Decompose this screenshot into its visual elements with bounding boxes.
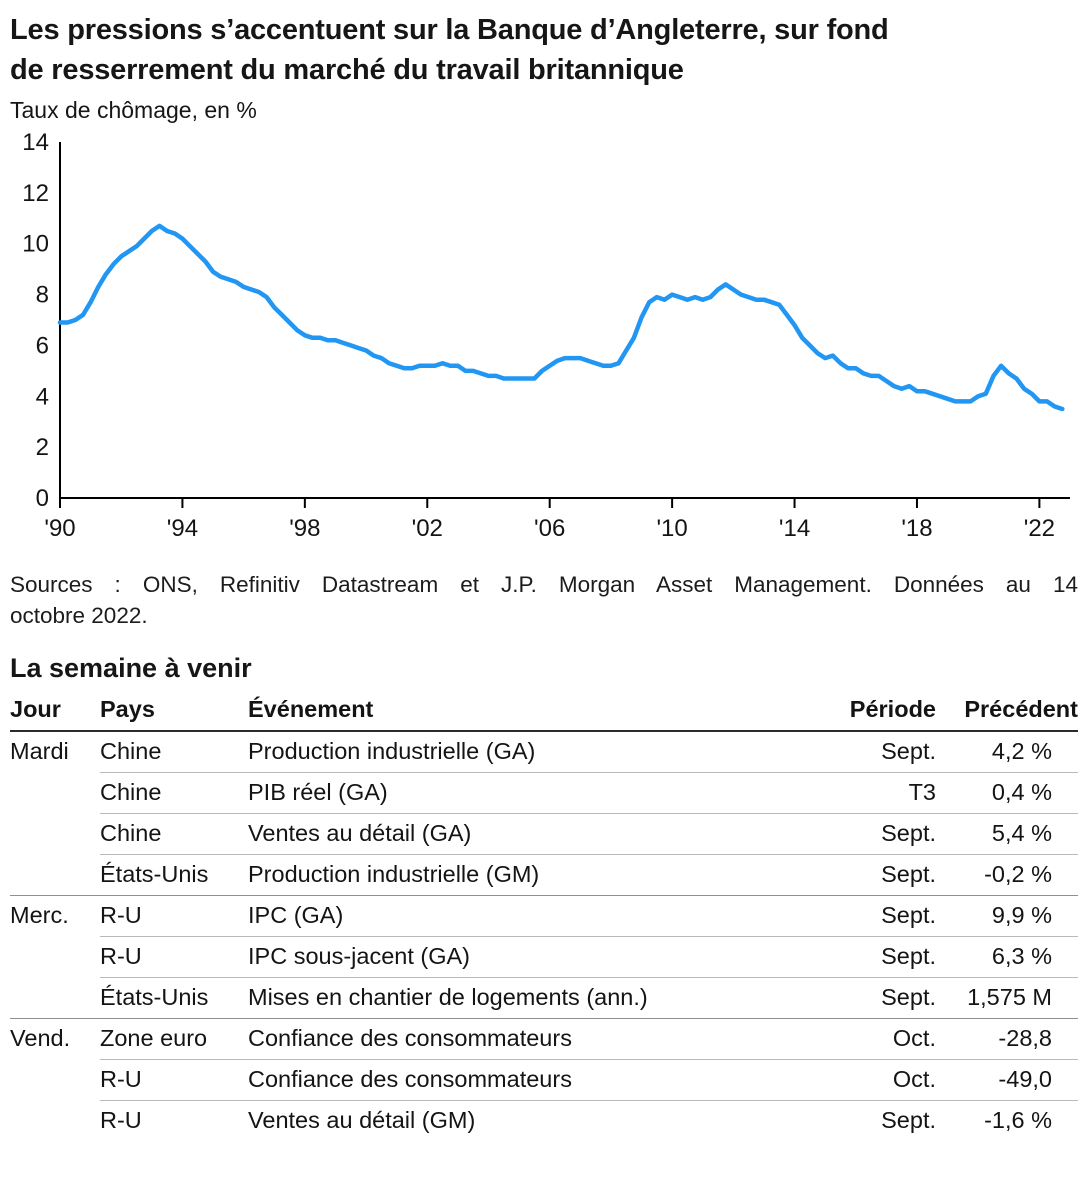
section-title-week-ahead: La semaine à venir: [10, 653, 252, 684]
cell-jour: [10, 814, 100, 855]
cell-pays: Chine: [100, 738, 162, 765]
cell-pays: R-U: [100, 936, 248, 978]
column-header-precedent: Précédent: [936, 692, 1078, 733]
cell-precedent: -1,6 %: [936, 1100, 1078, 1142]
table-row: R-U IPC sous-jacent (GA) Sept. 6,3 %: [10, 936, 1078, 978]
y-tick-label: 10: [22, 231, 49, 258]
y-tick-label: 6: [36, 332, 49, 359]
cell-precedent: -49,0: [936, 1059, 1078, 1101]
table-row: R-U Ventes au détail (GM) Sept. -1,6 %: [10, 1100, 1078, 1142]
y-tick-label: 2: [36, 434, 49, 461]
unemployment-line: [57, 223, 1065, 412]
cell-jour: Merc.: [10, 895, 100, 937]
cell-jour: [10, 978, 100, 1019]
cell-evenement: Ventes au détail (GM): [248, 1100, 824, 1142]
y-tick-label: 12: [22, 180, 49, 207]
cell-evenement: IPC sous-jacent (GA): [248, 936, 824, 978]
cell-precedent: -0,2 %: [936, 854, 1078, 896]
cell-evenement: Confiance des consommateurs: [248, 1059, 824, 1101]
chart-title-line-1: Les pressions s’accentuent sur la Banque…: [10, 14, 889, 46]
column-header-jour: Jour: [10, 692, 100, 733]
chart-subtitle: Taux de chômage, en %: [10, 97, 257, 124]
table-row: Merc. R-U IPC (GA) Sept. 9,9 %: [10, 895, 1078, 937]
cell-pays: R-U: [100, 1059, 248, 1101]
x-tick-label: '06: [534, 515, 565, 542]
cell-precedent: 6,3 %: [936, 936, 1078, 978]
cell-precedent: -28,8: [936, 1018, 1078, 1060]
cell-periode: Sept.: [824, 854, 936, 896]
sources-note: Sources : ONS, Refinitiv Datastream et J…: [10, 569, 1078, 631]
cell-pays: États-Unis: [100, 854, 248, 896]
table-row: Mardi Chine Production industrielle (GA) Se…: [10, 731, 1078, 773]
cell-periode: Sept.: [824, 813, 936, 855]
cell-evenement: Production industrielle (GA): [248, 738, 536, 765]
cell-pays: R-U: [100, 1100, 248, 1142]
cell-jour: [10, 1101, 100, 1142]
cell-precedent: 4,2 %: [991, 738, 1052, 765]
cell-jour: [10, 1060, 100, 1101]
cell-jour: [10, 937, 100, 978]
table-row: R-U Confiance des consommateurs Oct. -49,0: [10, 1059, 1078, 1101]
sources-line-1: Sources : ONS, Refinitiv Datastream et J…: [10, 572, 1078, 598]
column-header-evenement: Événement: [248, 692, 824, 733]
table-row: Chine PIB réel (GA) T3 0,4 %: [10, 772, 1078, 814]
table-row: États-Unis Production industrielle (GM) Se…: [10, 854, 1078, 896]
y-tick-label: 14: [22, 130, 49, 156]
sources-line-2: octobre 2022.: [10, 603, 148, 629]
table-row: Vend. Zone euro Confiance des consommateur…: [10, 1018, 1078, 1060]
chart-area: 0 2 4 6 8 10 12 14 '90 '94 '98 '02 '06 '10 '14 '18 '22: [10, 129, 1078, 555]
y-tick-label: 8: [36, 282, 49, 309]
cell-precedent: 9,9 %: [936, 895, 1078, 937]
column-header-periode: Période: [824, 692, 936, 733]
cell-jour: [10, 855, 100, 896]
cell-periode: Sept.: [881, 738, 936, 765]
x-tick-label: '18: [901, 515, 932, 542]
cell-jour: Mardi: [10, 738, 69, 765]
cell-pays: R-U: [100, 895, 248, 937]
cell-evenement: Confiance des consommateurs: [248, 1018, 824, 1060]
cell-periode: Sept.: [824, 936, 936, 978]
cell-pays: États-Unis: [100, 977, 248, 1019]
cell-precedent: 0,4 %: [936, 772, 1078, 814]
cell-periode: Sept.: [824, 1100, 936, 1142]
cell-pays: Chine: [100, 772, 248, 814]
y-tick-label: 4: [36, 383, 49, 410]
chart-title-line-2: de resserrement du marché du travail bri…: [10, 54, 684, 87]
column-header-pays: Pays: [100, 692, 248, 733]
x-tick-label: '14: [779, 515, 810, 542]
x-tick-label: '98: [289, 515, 320, 542]
table-row: Chine Ventes au détail (GA) Sept. 5,4 %: [10, 813, 1078, 855]
cell-jour: Vend.: [10, 1018, 100, 1060]
cell-evenement: PIB réel (GA): [248, 772, 824, 814]
week-ahead-table-body: Mardi Chine Production industrielle (GA) Se…: [10, 731, 1078, 1142]
cell-pays: Chine: [100, 813, 248, 855]
cell-evenement: Ventes au détail (GA): [248, 813, 824, 855]
chart-title: Les pressions s’accentuent sur la Banque…: [10, 10, 1078, 90]
cell-evenement: Production industrielle (GM): [248, 854, 824, 896]
table-header-row: Jour Pays Événement Période Précédent: [10, 692, 1078, 733]
y-tick-label: 0: [36, 485, 49, 512]
x-tick-label: '02: [412, 515, 443, 542]
cell-precedent: 5,4 %: [936, 813, 1078, 855]
cell-periode: Sept.: [824, 895, 936, 937]
week-ahead-table: Jour Pays Événement Période Précédent Mardi C…: [10, 692, 1078, 1142]
cell-pays: Zone euro: [100, 1018, 248, 1060]
cell-evenement: Mises en chantier de logements (ann.): [248, 977, 824, 1019]
unemployment-chart: 0 2 4 6 8 10 12 14 '90 '94 '98 '02 '06 '10 '14 '18 '22: [22, 129, 1070, 542]
cell-precedent: 1,575 M: [936, 977, 1078, 1019]
cell-periode: T3: [824, 772, 936, 814]
cell-periode: Sept.: [824, 977, 936, 1019]
x-tick-label: '22: [1024, 515, 1055, 542]
cell-jour: [10, 773, 100, 814]
x-tick-label: '90: [44, 515, 75, 542]
cell-periode: Oct.: [824, 1018, 936, 1060]
table-row: États-Unis Mises en chantier de logements…: [10, 977, 1078, 1019]
x-tick-label: '10: [656, 515, 687, 542]
cell-evenement: IPC (GA): [248, 895, 824, 937]
cell-periode: Oct.: [824, 1059, 936, 1101]
x-tick-label: '94: [167, 515, 198, 542]
